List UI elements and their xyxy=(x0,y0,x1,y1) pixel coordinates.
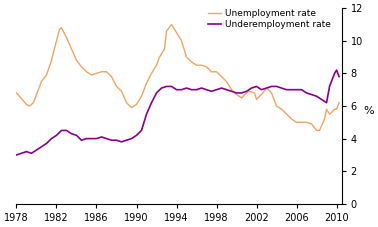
Unemployment rate xyxy=(169,23,174,26)
Line: Underemployment rate: Underemployment rate xyxy=(17,70,339,155)
Unemployment rate xyxy=(284,113,289,116)
Underemployment rate xyxy=(64,129,69,132)
Underemployment rate xyxy=(164,85,169,88)
Unemployment rate xyxy=(14,91,19,94)
Underemployment rate xyxy=(337,75,341,78)
Legend: Unemployment rate, Underemployment rate: Unemployment rate, Underemployment rate xyxy=(204,5,334,33)
Unemployment rate xyxy=(322,118,327,120)
Unemployment rate xyxy=(34,93,39,96)
Unemployment rate xyxy=(269,91,274,94)
Underemployment rate xyxy=(14,153,19,156)
Line: Unemployment rate: Unemployment rate xyxy=(17,25,339,131)
Unemployment rate xyxy=(294,121,299,124)
Underemployment rate xyxy=(54,134,59,137)
Unemployment rate xyxy=(337,101,341,104)
Underemployment rate xyxy=(319,98,324,101)
Underemployment rate xyxy=(334,69,339,72)
Unemployment rate xyxy=(314,129,319,132)
Underemployment rate xyxy=(149,101,154,104)
Unemployment rate xyxy=(279,108,284,111)
Y-axis label: %: % xyxy=(363,106,374,116)
Underemployment rate xyxy=(264,87,269,89)
